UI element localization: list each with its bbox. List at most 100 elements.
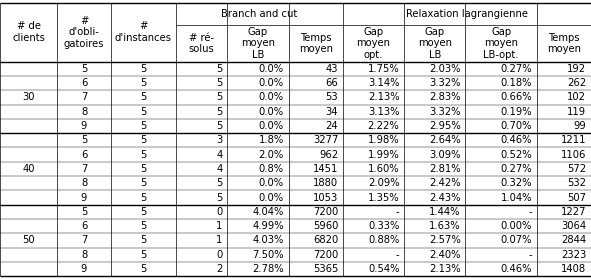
Text: 0.32%: 0.32% [501,178,532,188]
Text: 6: 6 [81,221,87,231]
Text: 99: 99 [573,121,586,131]
Text: 7200: 7200 [313,250,338,260]
Text: 9: 9 [81,121,87,131]
Text: 0.54%: 0.54% [368,264,400,274]
Text: -: - [396,207,400,217]
Text: 0.66%: 0.66% [501,92,532,102]
Text: 0.07%: 0.07% [501,235,532,246]
Text: 2.0%: 2.0% [259,150,284,160]
Text: 4.03%: 4.03% [252,235,284,246]
Text: 2.22%: 2.22% [368,121,400,131]
Text: 5: 5 [140,64,147,74]
Text: 5: 5 [140,78,147,88]
Text: 0.27%: 0.27% [501,64,532,74]
Text: 5: 5 [81,207,87,217]
Text: 7: 7 [81,164,87,174]
Text: 1.35%: 1.35% [368,193,400,203]
Text: 5: 5 [216,107,223,117]
Text: Relaxation lagrangienne: Relaxation lagrangienne [406,9,528,19]
Text: 572: 572 [567,164,586,174]
Text: 1.98%: 1.98% [368,135,400,145]
Text: 0.8%: 0.8% [259,164,284,174]
Text: 5: 5 [140,92,147,102]
Text: 8: 8 [81,178,87,188]
Text: 2.64%: 2.64% [429,135,461,145]
Text: 5: 5 [216,121,223,131]
Text: -: - [396,250,400,260]
Text: 66: 66 [326,78,338,88]
Text: # ré-
solus: # ré- solus [189,33,215,54]
Text: 3.09%: 3.09% [429,150,461,160]
Text: 3.14%: 3.14% [368,78,400,88]
Text: 3.32%: 3.32% [429,107,461,117]
Text: 0.27%: 0.27% [501,164,532,174]
Text: -: - [528,250,532,260]
Text: 2.09%: 2.09% [368,178,400,188]
Text: 1: 1 [216,221,223,231]
Text: 1227: 1227 [561,207,586,217]
Text: 5: 5 [140,193,147,203]
Text: Branch and cut: Branch and cut [221,9,297,19]
Text: Gap
moyen
LB-opt.: Gap moyen LB-opt. [483,27,519,60]
Text: 5: 5 [140,264,147,274]
Text: 102: 102 [567,92,586,102]
Text: 5: 5 [140,164,147,174]
Text: 1.44%: 1.44% [429,207,461,217]
Text: Gap
moyen
opt.: Gap moyen opt. [356,27,391,60]
Text: 5: 5 [140,107,147,117]
Text: 5: 5 [81,135,87,145]
Text: 9: 9 [81,264,87,274]
Text: 3: 3 [216,135,223,145]
Text: 5: 5 [216,78,223,88]
Text: -: - [528,207,532,217]
Text: 1.99%: 1.99% [368,150,400,160]
Text: 2844: 2844 [561,235,586,246]
Text: 5960: 5960 [313,221,338,231]
Text: 3277: 3277 [313,135,338,145]
Text: 0: 0 [216,250,223,260]
Text: Gap
moyen
LB: Gap moyen LB [241,27,275,60]
Text: Gap
moyen
LB: Gap moyen LB [418,27,452,60]
Text: 5: 5 [216,193,223,203]
Text: Temps
moyen: Temps moyen [299,33,333,54]
Text: 1.04%: 1.04% [501,193,532,203]
Text: 34: 34 [326,107,338,117]
Text: 2.40%: 2.40% [429,250,461,260]
Text: 2.57%: 2.57% [429,235,461,246]
Text: 0.70%: 0.70% [501,121,532,131]
Text: 0.0%: 0.0% [259,121,284,131]
Text: 0.0%: 0.0% [259,92,284,102]
Text: 2.43%: 2.43% [429,193,461,203]
Text: 43: 43 [326,64,338,74]
Text: 9: 9 [81,193,87,203]
Text: 24: 24 [326,121,338,131]
Text: 4.99%: 4.99% [252,221,284,231]
Text: 0.18%: 0.18% [501,78,532,88]
Text: 0.46%: 0.46% [501,135,532,145]
Text: 0.52%: 0.52% [501,150,532,160]
Text: 8: 8 [81,107,87,117]
Text: 1.8%: 1.8% [259,135,284,145]
Text: 962: 962 [319,150,338,160]
Text: 5: 5 [140,121,147,131]
Text: 2: 2 [216,264,223,274]
Text: 2.78%: 2.78% [252,264,284,274]
Text: 0.46%: 0.46% [501,264,532,274]
Text: 6820: 6820 [313,235,338,246]
Text: 192: 192 [567,64,586,74]
Text: 1.63%: 1.63% [429,221,461,231]
Text: 5: 5 [216,92,223,102]
Text: 50: 50 [22,235,35,246]
Text: 0.88%: 0.88% [368,235,400,246]
Text: 40: 40 [22,164,35,174]
Text: 7: 7 [81,235,87,246]
Text: 4: 4 [216,164,223,174]
Text: 5: 5 [140,207,147,217]
Text: 5: 5 [140,235,147,246]
Text: 5: 5 [216,64,223,74]
Text: 4: 4 [216,150,223,160]
Text: 0.0%: 0.0% [259,178,284,188]
Text: 5: 5 [140,250,147,260]
Text: # de
clients: # de clients [12,21,45,43]
Text: 532: 532 [567,178,586,188]
